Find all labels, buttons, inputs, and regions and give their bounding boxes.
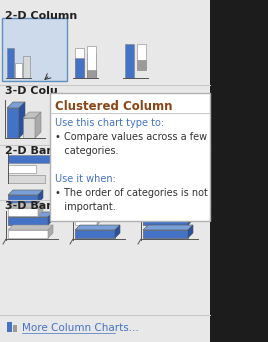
Bar: [87, 70, 96, 78]
Polygon shape: [97, 212, 102, 225]
Bar: [7, 322, 12, 332]
Text: More Column Charts...: More Column Charts...: [22, 323, 139, 333]
Text: 3-D Bar: 3-D Bar: [5, 201, 52, 211]
Bar: [0, 315, 210, 342]
Text: Clustered Column: Clustered Column: [55, 100, 173, 113]
Polygon shape: [143, 225, 193, 230]
Bar: [87, 70, 96, 78]
Polygon shape: [75, 203, 108, 208]
Bar: [75, 58, 84, 78]
Bar: [0, 145, 210, 200]
Polygon shape: [38, 190, 43, 203]
Polygon shape: [75, 225, 120, 230]
Bar: [75, 217, 97, 225]
Bar: [8, 195, 38, 203]
Bar: [75, 208, 103, 216]
Bar: [143, 217, 188, 225]
Bar: [8, 217, 48, 225]
Text: • Compare values across a few: • Compare values across a few: [55, 132, 207, 142]
Polygon shape: [8, 190, 43, 195]
Bar: [50, 93, 210, 221]
Bar: [8, 230, 48, 238]
Bar: [0, 0, 210, 85]
Text: Use it when:: Use it when:: [55, 174, 116, 184]
Polygon shape: [90, 190, 95, 203]
Bar: [143, 208, 181, 216]
Bar: [8, 175, 45, 183]
Polygon shape: [19, 102, 25, 138]
Bar: [23, 56, 30, 78]
Bar: [23, 118, 35, 138]
Polygon shape: [143, 190, 168, 195]
Bar: [8, 155, 58, 163]
Bar: [75, 58, 84, 78]
Bar: [75, 48, 84, 58]
Text: 2-D Column: 2-D Column: [5, 11, 77, 21]
Bar: [13, 325, 17, 332]
Bar: [7, 48, 14, 78]
Bar: [75, 230, 115, 238]
Bar: [143, 195, 163, 203]
Polygon shape: [103, 203, 108, 216]
Polygon shape: [38, 203, 43, 216]
Polygon shape: [163, 190, 168, 203]
Text: 3-D Colu: 3-D Colu: [5, 86, 58, 96]
Polygon shape: [48, 225, 53, 238]
Polygon shape: [188, 225, 193, 238]
Polygon shape: [35, 112, 41, 138]
Text: • The order of categories is not: • The order of categories is not: [55, 188, 208, 198]
Polygon shape: [7, 102, 25, 108]
Bar: [87, 54, 96, 78]
Polygon shape: [181, 203, 186, 216]
Polygon shape: [75, 190, 95, 195]
Bar: [0, 200, 210, 315]
Bar: [75, 68, 84, 78]
Bar: [8, 208, 38, 216]
Bar: [143, 230, 188, 238]
Polygon shape: [143, 203, 186, 208]
Bar: [75, 195, 90, 203]
Polygon shape: [115, 225, 120, 238]
Polygon shape: [143, 212, 193, 217]
Bar: [15, 63, 22, 78]
Bar: [137, 60, 146, 70]
Bar: [2, 18, 67, 81]
Polygon shape: [188, 212, 193, 225]
Bar: [87, 46, 96, 70]
Polygon shape: [8, 225, 53, 230]
Polygon shape: [23, 112, 41, 118]
Text: 2-D Bar: 2-D Bar: [5, 146, 52, 156]
Polygon shape: [75, 212, 102, 217]
Bar: [7, 108, 19, 138]
Text: categories.: categories.: [55, 146, 118, 156]
Bar: [210, 0, 268, 342]
Bar: [125, 44, 134, 78]
Text: Use this chart type to:: Use this chart type to:: [55, 118, 164, 128]
Bar: [0, 85, 210, 145]
Bar: [8, 165, 36, 173]
Polygon shape: [48, 212, 53, 225]
Bar: [137, 44, 146, 60]
Polygon shape: [8, 212, 53, 217]
Polygon shape: [8, 203, 43, 208]
Text: important.: important.: [55, 202, 116, 212]
